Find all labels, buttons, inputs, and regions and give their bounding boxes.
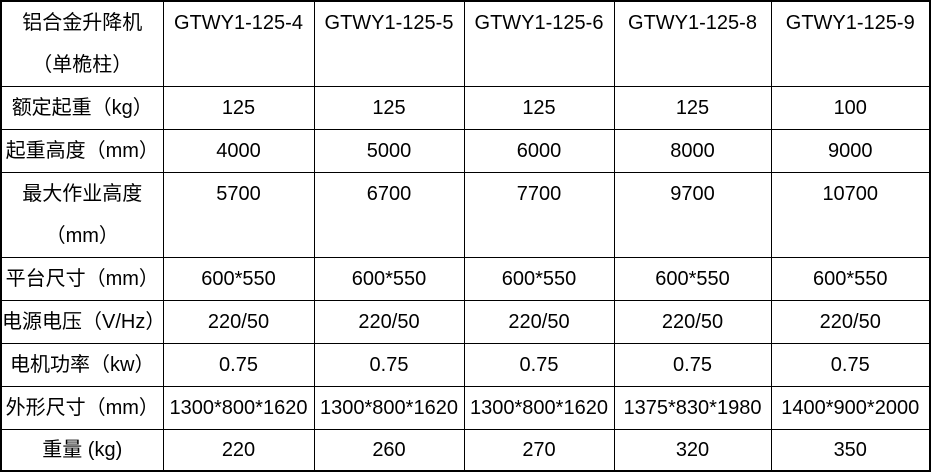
spec-value: 125 xyxy=(162,86,315,130)
spec-value: 0.75 xyxy=(770,343,931,387)
table-row-motor-power: 电机功率（kw） 0.75 0.75 0.75 0.75 0.75 xyxy=(0,343,931,387)
spec-value: 0.75 xyxy=(463,343,615,387)
row-label: 电机功率（kw） xyxy=(0,343,164,387)
spec-value: 100 xyxy=(770,86,931,130)
spec-value: 260 xyxy=(313,429,465,472)
spec-value: 0.75 xyxy=(162,343,315,387)
spec-value: 350 xyxy=(770,429,931,472)
spec-value: 4000 xyxy=(162,129,315,173)
spec-value: 1300*800*1620 xyxy=(162,386,315,430)
spec-value: 8000 xyxy=(613,129,772,173)
row-label: 额定起重（kg） xyxy=(0,86,164,130)
spec-value: 600*550 xyxy=(313,257,465,301)
spec-value: 125 xyxy=(613,86,772,130)
spec-value: 220/50 xyxy=(313,300,465,344)
table-row-overall-dimensions: 外形尺寸（mm） 1300*800*1620 1300*800*1620 130… xyxy=(0,386,931,430)
spec-value: 600*550 xyxy=(162,257,315,301)
row-label: 重量 (kg) xyxy=(0,429,164,472)
spec-value: 9000 xyxy=(770,129,931,173)
spec-value: 5000 xyxy=(313,129,465,173)
spec-value: 9700 xyxy=(613,172,772,258)
row-label-line2: （mm） xyxy=(45,225,119,247)
spec-value: 1375*830*1980 xyxy=(613,386,772,430)
product-title-line1: 铝合金升降机 xyxy=(22,12,143,34)
table-row-weight: 重量 (kg) 220 260 270 320 350 xyxy=(0,429,931,472)
spec-value: 220/50 xyxy=(162,300,315,344)
table-row-rated-load: 额定起重（kg） 125 125 125 125 100 xyxy=(0,86,931,130)
spec-value: 220/50 xyxy=(463,300,615,344)
spec-value: 6000 xyxy=(463,129,615,173)
row-label-line1: 最大作业高度 xyxy=(22,183,143,205)
table-row-lift-height: 起重高度（mm） 4000 5000 6000 8000 9000 xyxy=(0,129,931,173)
spec-value: 0.75 xyxy=(613,343,772,387)
row-label: 起重高度（mm） xyxy=(0,129,164,173)
table-row-max-working-height: 最大作业高度 （mm） 5700 6700 7700 9700 10700 xyxy=(0,172,931,258)
spec-value: 320 xyxy=(613,429,772,472)
spec-value: 1300*800*1620 xyxy=(463,386,615,430)
spec-value: 220/50 xyxy=(613,300,772,344)
header-row: 铝合金升降机 （单桅柱） GTWY1-125-4 GTWY1-125-5 GTW… xyxy=(0,0,931,87)
spec-value: 220 xyxy=(162,429,315,472)
product-title-line2: （单桅柱） xyxy=(32,54,133,76)
model-header: GTWY1-125-9 xyxy=(770,0,931,87)
spec-value: 600*550 xyxy=(463,257,615,301)
spec-value: 125 xyxy=(313,86,465,130)
spec-value: 600*550 xyxy=(770,257,931,301)
spec-value: 270 xyxy=(463,429,615,472)
spec-value: 125 xyxy=(463,86,615,130)
spec-value: 1300*800*1620 xyxy=(313,386,465,430)
row-label: 最大作业高度 （mm） xyxy=(0,172,164,258)
spec-value: 0.75 xyxy=(313,343,465,387)
spec-value: 5700 xyxy=(162,172,315,258)
row-label: 电源电压（V/Hz） xyxy=(0,300,164,344)
model-header: GTWY1-125-4 xyxy=(162,0,315,87)
spec-value: 220/50 xyxy=(770,300,931,344)
spec-value: 7700 xyxy=(463,172,615,258)
spec-value: 600*550 xyxy=(613,257,772,301)
product-title-cell: 铝合金升降机 （单桅柱） xyxy=(0,0,164,87)
model-header: GTWY1-125-6 xyxy=(463,0,615,87)
spec-value: 1400*900*2000 xyxy=(770,386,931,430)
spec-value: 6700 xyxy=(313,172,465,258)
table-row-platform-size: 平台尺寸（mm） 600*550 600*550 600*550 600*550… xyxy=(0,257,931,301)
row-label: 外形尺寸（mm） xyxy=(0,386,164,430)
table-row-power-voltage: 电源电压（V/Hz） 220/50 220/50 220/50 220/50 2… xyxy=(0,300,931,344)
spec-value: 10700 xyxy=(770,172,931,258)
model-header: GTWY1-125-8 xyxy=(613,0,772,87)
model-header: GTWY1-125-5 xyxy=(313,0,465,87)
row-label: 平台尺寸（mm） xyxy=(0,257,164,301)
